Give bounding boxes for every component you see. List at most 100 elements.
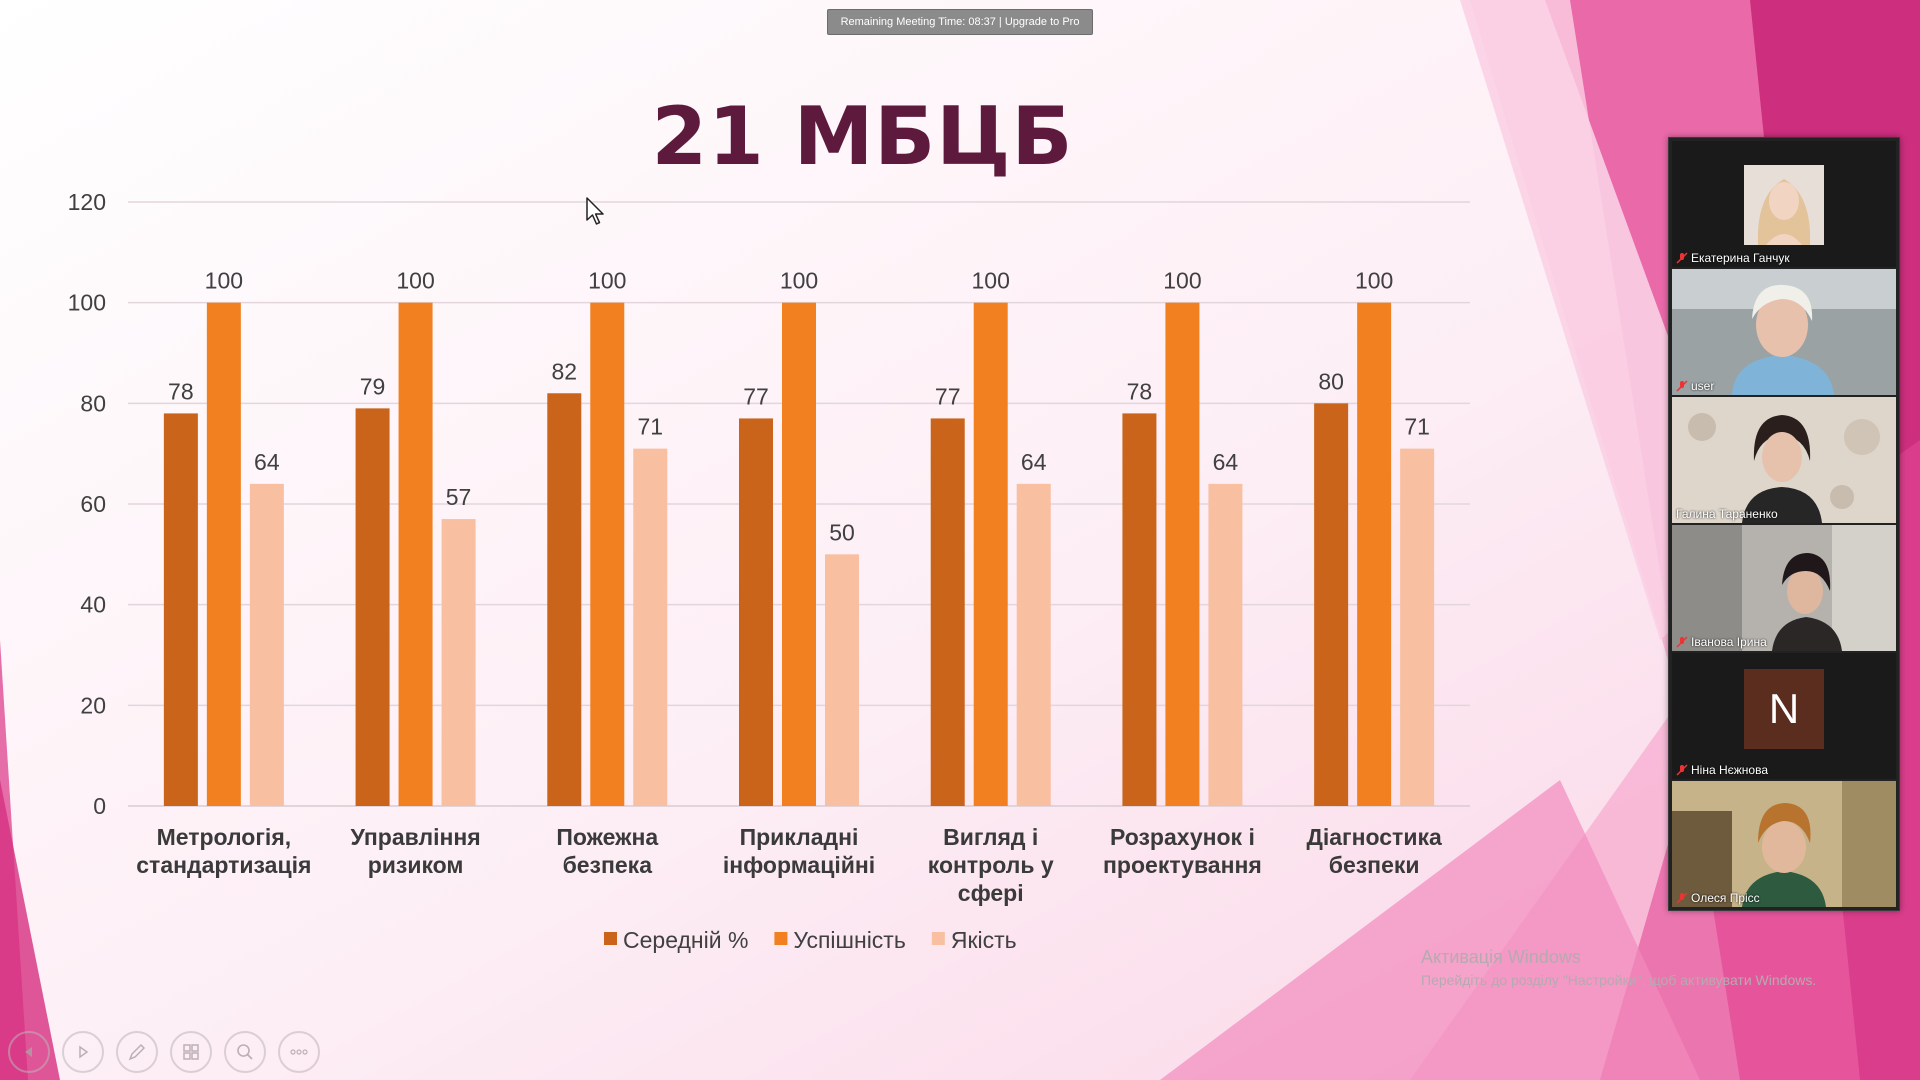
participant-tile[interactable]: Іванова Ірина [1672,525,1896,651]
bar [206,302,241,806]
data-label: 71 [1404,414,1430,440]
muted-mic-icon [1676,380,1688,392]
previous-icon [25,1047,32,1057]
x-tick-label: Розрахунок і проектування [1103,824,1262,878]
remaining-time-banner[interactable]: Remaining Meeting Time: 08:37 | Upgrade … [827,9,1093,35]
activation-title: Активація Windows [1421,947,1581,967]
bar [1314,403,1349,806]
participant-name: Олеся Прісс [1691,891,1760,905]
data-label: 77 [935,383,961,409]
video-feed [1672,525,1896,651]
slide-title: 21 МБЦБ [651,90,1074,183]
legend-label: Успішність [793,927,905,953]
video-feed [1672,781,1896,907]
bar [973,302,1008,806]
bar [1400,448,1435,806]
next-icon [79,1045,89,1059]
muted-mic-icon [1676,764,1688,776]
participant-name: Ніна Нєжнова [1691,763,1768,777]
bar [633,448,668,806]
avatar: N [1744,669,1824,749]
see-all-slides-button[interactable] [170,1031,212,1073]
participant-tile[interactable]: N Ніна Нєжнова [1672,653,1896,779]
bar [825,554,859,806]
y-tick-label: 60 [80,491,106,517]
presentation-toolbar [8,1031,320,1073]
profile-photo [1744,165,1824,245]
participant-name: Галина Тараненко [1676,507,1778,521]
more-options-button[interactable] [278,1031,320,1073]
data-label: 78 [168,378,194,404]
data-label: 79 [360,373,386,399]
bar [739,418,773,806]
legend-swatch [931,932,945,945]
bar [1122,413,1157,806]
x-tick-label: Діагностика безпеки [1306,824,1441,878]
legend-swatch [774,932,788,945]
previous-slide-button[interactable] [8,1031,50,1073]
pen-button[interactable] [116,1031,158,1073]
video-feed [1672,269,1896,395]
next-slide-button[interactable] [62,1031,104,1073]
pen-icon [128,1043,146,1061]
data-label: 78 [1127,378,1153,404]
muted-mic-icon [1676,892,1688,904]
y-tick-label: 0 [93,793,106,819]
activation-subtitle: Перейдіть до розділу "Настройки", щоб ак… [1421,972,1817,988]
legend-label: Якість [951,927,1017,953]
bar [930,418,965,806]
x-tick-label: Метрологія, стандартизація [136,824,311,878]
participant-tile[interactable]: Олеся Прісс [1672,781,1896,907]
x-tick-label: Вигляд і контроль у сфері [928,824,1054,906]
participant-tile[interactable]: user [1672,269,1896,395]
bar [1165,302,1200,806]
bar [782,302,816,806]
x-tick-label: Прикладні інформаційні [723,824,875,878]
zoom-icon [237,1044,253,1060]
data-label: 50 [829,519,855,545]
zoom-button[interactable] [224,1031,266,1073]
data-label: 71 [637,414,663,440]
data-label: 100 [780,268,818,294]
y-tick-label: 100 [68,290,106,316]
data-label: 64 [1021,449,1047,475]
data-label: 82 [551,358,577,384]
participant-tile[interactable]: Галина Тараненко [1672,397,1896,523]
data-label: 100 [588,268,626,294]
data-label: 100 [396,268,434,294]
data-label: 100 [1355,268,1393,294]
participant-name: user [1691,379,1715,393]
bar [590,302,625,806]
y-tick-label: 120 [68,189,106,215]
bar [398,302,433,806]
y-tick-label: 20 [80,692,106,718]
bar [1357,302,1392,806]
participants-panel: Екатерина Ганчук user Галина Тараненко [1668,137,1900,911]
bar [547,393,582,806]
data-label: 80 [1318,368,1344,394]
x-tick-label: Управління ризиком [350,824,480,878]
more-icon [290,1049,308,1055]
data-label: 100 [205,268,243,294]
data-label: 100 [972,268,1010,294]
muted-mic-icon [1676,636,1688,648]
bar [249,483,284,806]
mouse-cursor-icon [586,197,604,225]
y-tick-label: 40 [80,592,106,618]
legend-swatch [604,932,617,945]
participant-name: Іванова Ірина [1691,635,1767,649]
y-tick-label: 80 [80,390,106,416]
bar [163,413,198,806]
data-label: 57 [446,484,472,510]
video-feed [1672,397,1896,523]
participant-tile[interactable]: Екатерина Ганчук [1672,141,1896,267]
data-label: 64 [254,449,280,475]
bar [441,519,476,806]
data-label: 100 [1163,268,1201,294]
muted-mic-icon [1676,252,1688,264]
legend-label: Середній % [623,927,748,953]
participant-name: Екатерина Ганчук [1691,251,1790,265]
bar [1016,483,1051,806]
data-label: 77 [743,383,769,409]
